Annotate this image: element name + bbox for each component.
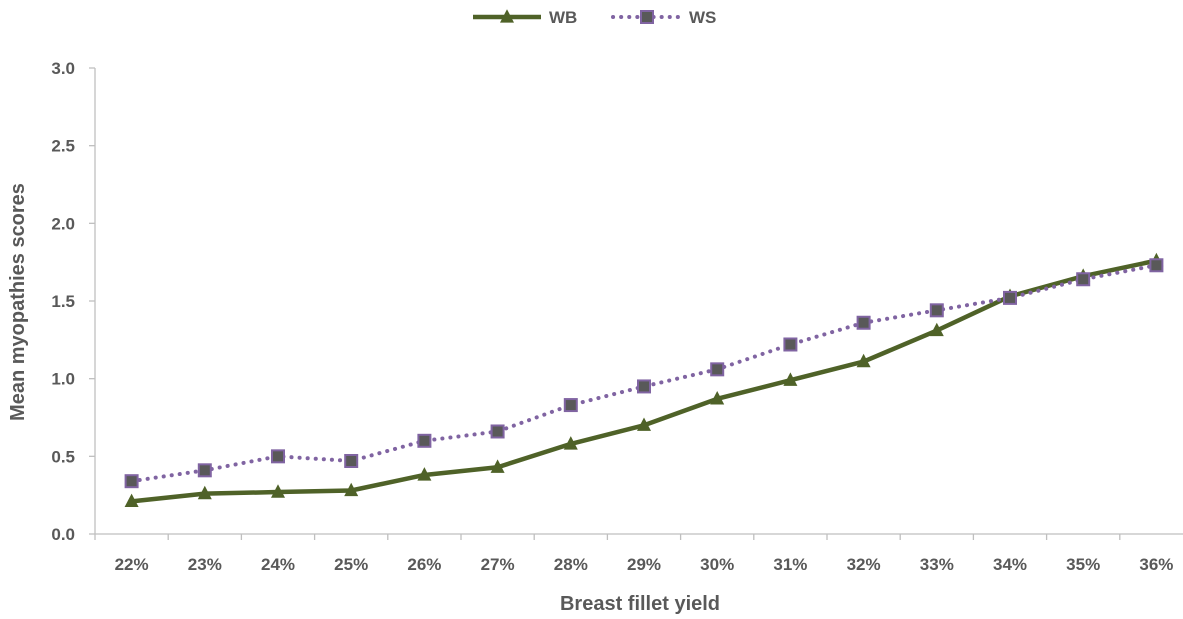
x-tick-label: 27% (481, 555, 515, 574)
data-point-wb (344, 482, 359, 497)
data-point-ws (710, 362, 725, 377)
data-point-wb (271, 484, 285, 498)
data-point-ws (563, 398, 578, 413)
legend-marker (640, 10, 654, 24)
legend-item-wb: WB (473, 8, 577, 27)
x-tick-label: 33% (920, 555, 954, 574)
data-point-wb (417, 467, 432, 481)
data-point-ws (1149, 258, 1164, 273)
x-tick-label: 34% (993, 555, 1027, 574)
x-tick-label: 24% (261, 555, 295, 574)
x-tick-label: 36% (1139, 555, 1173, 574)
data-point-ws (197, 463, 212, 478)
data-point-wb (197, 485, 212, 500)
x-tick-label: 30% (700, 555, 734, 574)
data-point-ws (124, 474, 139, 489)
x-tick-label: 31% (773, 555, 807, 574)
data-point-ws (271, 449, 285, 464)
legend: WB WS (473, 8, 716, 27)
data-point-wb (783, 372, 798, 386)
x-tick-label: 25% (334, 555, 368, 574)
data-point-wb (490, 459, 505, 473)
data-point-ws (417, 433, 432, 448)
data-point-wb (124, 493, 139, 508)
data-point-ws (1003, 290, 1017, 305)
data-point-ws (344, 453, 359, 468)
y-tick-label: 2.0 (51, 214, 75, 233)
data-point-ws (490, 424, 505, 439)
data-point-wb (563, 436, 578, 450)
data-point-ws (929, 303, 944, 318)
series-ws (124, 258, 1164, 489)
legend-label: WB (549, 8, 577, 27)
data-point-ws (637, 379, 651, 394)
x-tick-label: 35% (1066, 555, 1100, 574)
y-axis: 0.0 0.5 1.0 1.5 2.0 2.5 3.0 (51, 59, 96, 544)
data-point-wb (710, 391, 725, 405)
data-point-wb (929, 322, 944, 337)
legend-item-ws: WS (611, 8, 716, 27)
data-point-ws (1076, 272, 1091, 287)
y-tick-label: 3.0 (51, 59, 75, 78)
data-point-wb (856, 353, 871, 368)
x-tick-label: 23% (188, 555, 222, 574)
y-tick-label: 0.0 (51, 525, 75, 544)
data-point-wb (637, 417, 651, 431)
data-point-ws (783, 337, 798, 352)
x-tick-label: 26% (407, 555, 441, 574)
series-layer (124, 252, 1164, 508)
x-tick-label: 32% (847, 555, 881, 574)
x-axis: 22% 23% 24% 25% 26% 27% 28% 29% 30% 31% 32% 33% 34% 3… (94, 533, 1183, 574)
y-axis-title: Mean myopathies scores (7, 183, 29, 421)
x-axis-title: Breast fillet yield (560, 593, 720, 615)
data-point-ws (856, 315, 871, 330)
y-tick-label: 2.5 (51, 137, 75, 156)
x-tick-label: 29% (627, 555, 661, 574)
legend-marker (500, 9, 514, 23)
x-tick-label: 28% (554, 555, 588, 574)
y-tick-label: 0.5 (51, 447, 75, 466)
y-tick-label: 1.5 (51, 292, 75, 311)
y-tick-label: 1.0 (51, 370, 75, 389)
legend-label: WS (689, 8, 716, 27)
x-tick-label: 22% (115, 555, 149, 574)
